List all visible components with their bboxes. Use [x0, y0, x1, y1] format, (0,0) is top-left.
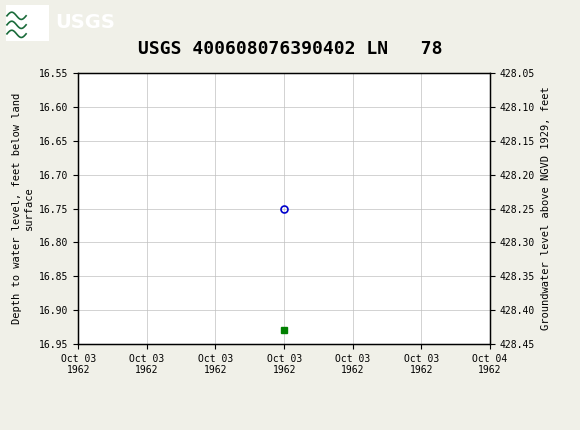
Y-axis label: Groundwater level above NGVD 1929, feet: Groundwater level above NGVD 1929, feet	[541, 87, 550, 330]
Text: USGS: USGS	[55, 13, 115, 32]
Y-axis label: Depth to water level, feet below land
surface: Depth to water level, feet below land su…	[12, 93, 34, 324]
Text: USGS 400608076390402 LN   78: USGS 400608076390402 LN 78	[138, 40, 442, 58]
FancyBboxPatch shape	[6, 4, 49, 41]
